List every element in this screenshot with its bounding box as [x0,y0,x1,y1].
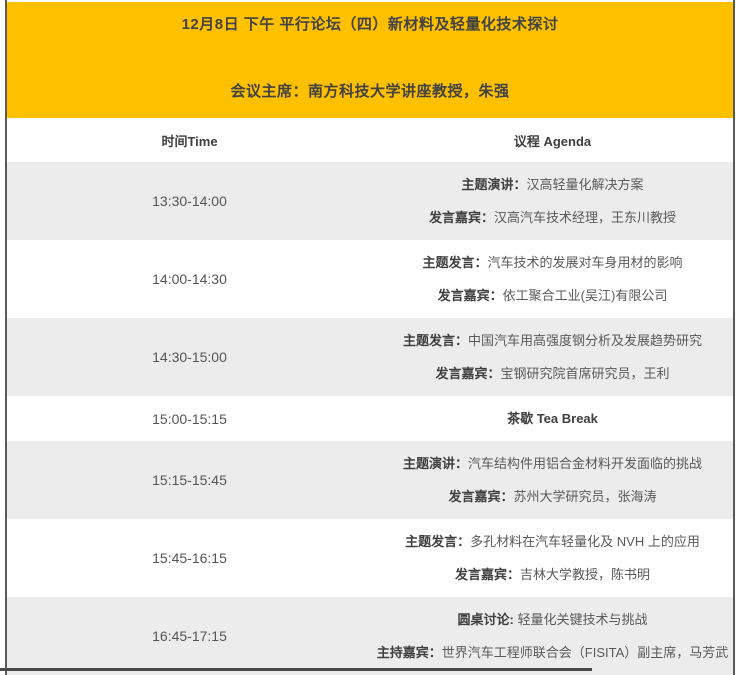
agenda-line: 主持嘉宾：世界汽车工程师联合会（FISITA）副主席，马芳武 [377,645,729,661]
agenda-line-label: 茶歇 Tea Break [507,410,598,426]
agenda-line: 主题演讲：汽车结构件用铝合金材料开发面临的挑战 [403,456,702,472]
time-cell: 13:30-14:00 [152,193,227,209]
agenda-line-text: 汽车结构件用铝合金材料开发面临的挑战 [468,455,703,471]
agenda-cell: 主题发言：中国汽车用高强度钢分析及发展趋势研究 发言嘉宾：宝钢研究院首席研究员，王… [372,318,733,396]
agenda-line-text: 吉林大学教授，陈书明 [520,566,651,582]
agenda-line: 主题发言：多孔材料在汽车轻量化及 NVH 上的应用 [405,534,700,550]
forum-title: 12月8日 下午 平行论坛（四）新材料及轻量化技术探讨 [181,16,559,33]
agenda-line-text: 汉高汽车技术经理，王东川教授 [494,209,677,225]
agenda-cell: 茶歇 Tea Break [372,396,733,441]
agenda-line: 主题演讲：汉高轻量化解决方案 [461,177,643,193]
time-cell: 14:30-15:00 [152,349,227,365]
time-cell: 15:15-15:45 [152,472,227,488]
agenda-line: 圆桌讨论: 轻量化关键技术与挑战 [458,612,648,628]
agenda-row: 15:45-16:15 主题发言：多孔材料在汽车轻量化及 NVH 上的应用 发言嘉宾… [7,519,733,597]
agenda-line: 发言嘉宾：吉林大学教授，陈书明 [455,567,650,583]
forum-banner: 12月8日 下午 平行论坛（四）新材料及轻量化技术探讨 会议主席：南方科技大学讲… [7,2,733,118]
agenda-cell: 主题演讲：汽车结构件用铝合金材料开发面临的挑战 发言嘉宾：苏州大学研究员，张海涛 [372,441,733,519]
agenda-line-label: 发言嘉宾： [435,365,501,381]
agenda-line-text: 依工聚合工业(吴江)有限公司 [502,287,668,303]
agenda-cell: 圆桌讨论: 轻量化关键技术与挑战 主持嘉宾：世界汽车工程师联合会（FISITA）副… [372,597,733,675]
agenda-line: 主题发言：汽车技术的发展对车身用材的影响 [422,255,682,271]
agenda-cell: 主题发言：多孔材料在汽车轻量化及 NVH 上的应用 发言嘉宾：吉林大学教授，陈书明 [372,519,733,597]
agenda-line-label: 主持嘉宾： [376,644,442,660]
agenda-line: 发言嘉宾：汉高汽车技术经理，王东川教授 [429,210,676,226]
agenda-line-label: 发言嘉宾： [448,488,514,504]
agenda-row: 14:30-15:00 主题发言：中国汽车用高强度钢分析及发展趋势研究 发言嘉宾：宝… [7,318,733,396]
agenda-line-label: 圆桌讨论: [457,611,518,627]
time-cell: 15:00-15:15 [152,410,227,427]
agenda-line: 主题发言：中国汽车用高强度钢分析及发展趋势研究 [403,333,702,349]
agenda-row: 15:15-15:45 主题演讲：汽车结构件用铝合金材料开发面临的挑战 发言嘉宾：苏… [7,441,733,519]
agenda-line-text: 汽车技术的发展对车身用材的影响 [487,254,683,270]
agenda-line-label: 主题演讲： [402,455,468,471]
agenda-line: 发言嘉宾：宝钢研究院首席研究员，王利 [435,366,669,382]
time-cell: 14:00-14:30 [152,271,227,287]
agenda-column-header: 议程 Agenda [513,133,592,149]
agenda-line-label: 发言嘉宾： [454,566,520,582]
agenda-line-label: 发言嘉宾： [437,287,503,303]
agenda-line-text: 宝钢研究院首席研究员，王利 [500,365,670,381]
agenda-row: 15:00-15:15 茶歇 Tea Break [7,396,733,441]
agenda-line-text: 世界汽车工程师联合会（FISITA）副主席，马芳武 [441,644,729,660]
agenda-row: 16:45-17:15 圆桌讨论: 轻量化关键技术与挑战 主持嘉宾：世界汽车工程师联… [7,597,733,675]
agenda-line-text: 中国汽车用高强度钢分析及发展趋势研究 [468,332,703,348]
agenda-line-label: 主题发言： [402,332,468,348]
agenda-row: 14:00-14:30 主题发言：汽车技术的发展对车身用材的影响 发言嘉宾：依工聚合… [7,240,733,318]
agenda-line-text: 多孔材料在汽车轻量化及 NVH 上的应用 [470,533,700,549]
time-cell: 15:45-16:15 [152,550,227,566]
agenda-row: 13:30-14:00 主题演讲：汉高轻量化解决方案发言嘉宾：汉高汽车技术经理，王… [7,162,733,240]
agenda-line: 发言嘉宾：依工聚合工业(吴江)有限公司 [438,288,668,304]
table-header-row: 时间Time 议程 Agenda [7,118,733,162]
agenda-line-label: 主题发言： [405,533,471,549]
agenda-cell: 主题演讲：汉高轻量化解决方案发言嘉宾：汉高汽车技术经理，王东川教授 [372,162,733,240]
forum-chair: 会议主席：南方科技大学讲座教授，朱强 [230,83,510,100]
time-cell: 16:45-17:15 [152,628,227,644]
time-column-header: 时间Time [161,133,218,149]
agenda-table: 时间Time 议程 Agenda 13:30-14:00 主题演讲：汉高轻量化解决… [7,118,733,675]
agenda-line-label: 发言嘉宾： [428,209,494,225]
agenda-line: 茶歇 Tea Break [507,411,598,427]
agenda-line: 发言嘉宾：苏州大学研究员，张海涛 [448,489,656,505]
agenda-line-label: 主题发言： [422,254,488,270]
agenda-line-text: 苏州大学研究员，张海涛 [513,488,657,504]
bottom-divider [0,668,592,671]
agenda-panel: 12月8日 下午 平行论坛（四）新材料及轻量化技术探讨 会议主席：南方科技大学讲… [5,0,735,675]
agenda-line-label: 主题演讲： [461,176,527,192]
agenda-cell: 主题发言：汽车技术的发展对车身用材的影响 发言嘉宾：依工聚合工业(吴江)有限公司 [372,240,733,318]
agenda-line-text: 轻量化关键技术与挑战 [517,611,648,627]
agenda-line-text: 汉高轻量化解决方案 [526,176,644,192]
table-body: 13:30-14:00 主题演讲：汉高轻量化解决方案 发言嘉宾：汉高汽车技术经理，王… [7,162,733,675]
